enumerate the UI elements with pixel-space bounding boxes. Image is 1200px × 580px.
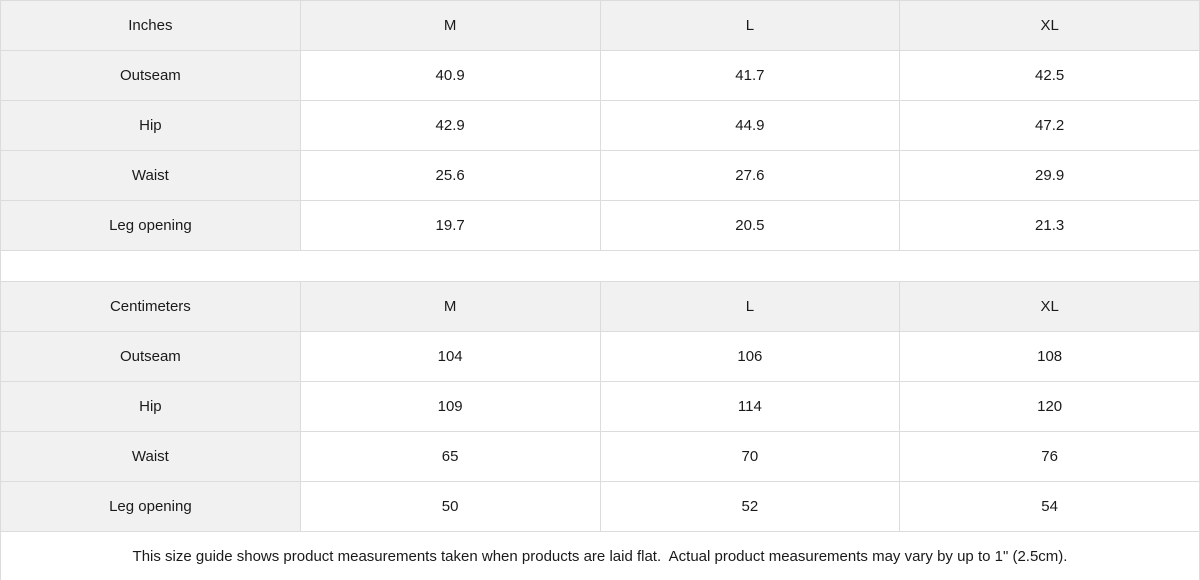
measurement-value: 50 (299, 481, 601, 532)
measurement-label: Waist (0, 431, 301, 482)
measurement-value: 20.5 (599, 200, 901, 251)
measurement-label: Hip (0, 100, 301, 151)
table-row: Leg opening 50 52 54 (0, 481, 1200, 532)
table-row: Hip 109 114 120 (0, 381, 1200, 432)
size-column-header: L (599, 0, 901, 51)
measurement-value: 42.9 (299, 100, 601, 151)
unit-header-cell: Inches (0, 0, 301, 51)
measurement-value: 104 (299, 331, 601, 382)
measurement-value: 27.6 (599, 150, 901, 201)
table-row: Hip 42.9 44.9 47.2 (0, 100, 1200, 151)
measurement-value: 44.9 (599, 100, 901, 151)
measurement-value: 109 (299, 381, 601, 432)
measurement-label: Outseam (0, 50, 301, 101)
measurement-value: 52 (599, 481, 901, 532)
measurement-label: Hip (0, 381, 301, 432)
measurement-value: 47.2 (899, 100, 1200, 151)
measurement-value: 65 (299, 431, 601, 482)
table-row: Outseam 40.9 41.7 42.5 (0, 50, 1200, 101)
measurement-value: 54 (899, 481, 1200, 532)
table-header-row: Centimeters M L XL (0, 281, 1200, 332)
size-column-header: M (299, 0, 601, 51)
table-spacer (0, 251, 1200, 281)
measurement-value: 70 (599, 431, 901, 482)
measurement-value: 42.5 (899, 50, 1200, 101)
measurement-value: 108 (899, 331, 1200, 382)
measurement-label: Outseam (0, 331, 301, 382)
size-table-inches: Inches M L XL Outseam 40.9 41.7 42.5 Hip… (0, 0, 1200, 251)
measurement-value: 40.9 (299, 50, 601, 101)
table-row: Outseam 104 106 108 (0, 331, 1200, 382)
measurement-value: 25.6 (299, 150, 601, 201)
measurement-label: Leg opening (0, 481, 301, 532)
table-header-row: Inches M L XL (0, 0, 1200, 51)
measurement-value: 114 (599, 381, 901, 432)
table-row: Waist 25.6 27.6 29.9 (0, 150, 1200, 201)
table-row: Waist 65 70 76 (0, 431, 1200, 482)
size-column-header: XL (899, 0, 1200, 51)
measurement-value: 120 (899, 381, 1200, 432)
size-table-centimeters: Centimeters M L XL Outseam 104 106 108 H… (0, 281, 1200, 532)
measurement-value: 106 (599, 331, 901, 382)
measurement-label: Waist (0, 150, 301, 201)
size-column-header: XL (899, 281, 1200, 332)
size-column-header: L (599, 281, 901, 332)
size-column-header: M (299, 281, 601, 332)
measurement-label: Leg opening (0, 200, 301, 251)
measurement-value: 41.7 (599, 50, 901, 101)
measurement-value: 19.7 (299, 200, 601, 251)
unit-header-cell: Centimeters (0, 281, 301, 332)
measurement-value: 76 (899, 431, 1200, 482)
table-row: Leg opening 19.7 20.5 21.3 (0, 200, 1200, 251)
measurement-value: 21.3 (899, 200, 1200, 251)
size-guide-footnote: This size guide shows product measuremen… (0, 532, 1200, 580)
measurement-value: 29.9 (899, 150, 1200, 201)
